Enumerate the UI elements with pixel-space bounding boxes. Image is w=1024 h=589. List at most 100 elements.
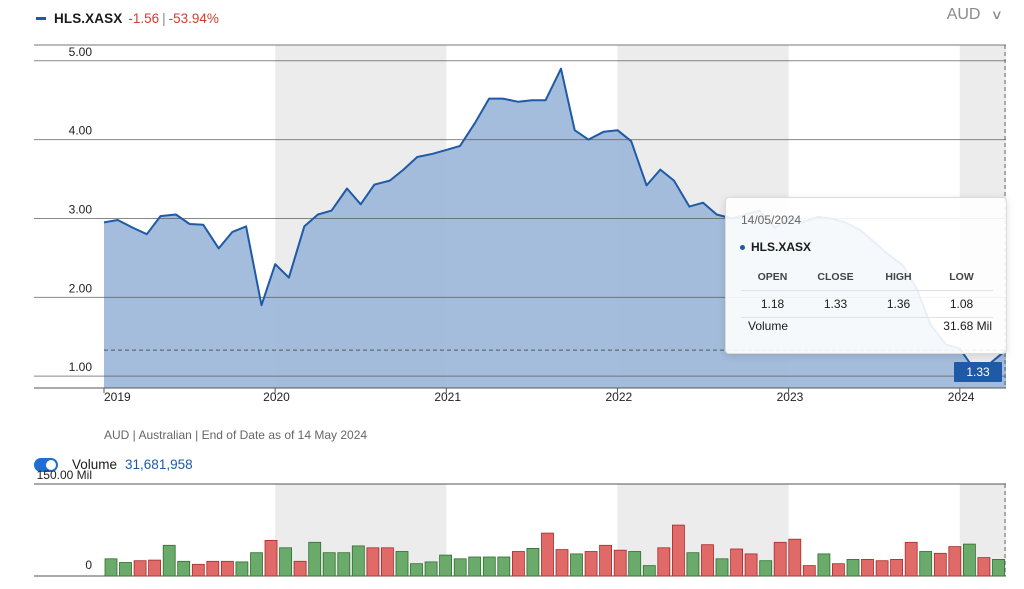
- y-tick-label: 2.00: [69, 281, 93, 295]
- volume-toggle-switch[interactable]: [34, 457, 58, 472]
- currency-selector[interactable]: AUD ∨: [946, 6, 1004, 24]
- volume-bar-down: [904, 541, 918, 577]
- low-value: 1.08: [949, 297, 974, 311]
- volume-bar-down: [832, 563, 845, 577]
- volume-bar-up: [686, 552, 700, 577]
- volume-bar-down: [541, 532, 554, 577]
- volume-bar-up: [177, 560, 191, 577]
- open-value: 1.18: [760, 297, 785, 311]
- y-tick-label: 4.00: [69, 124, 93, 138]
- tooltip-value-row: 1.18 1.33 1.36 1.08: [741, 291, 993, 318]
- volume-bar-up: [104, 558, 118, 577]
- data-tooltip: 14/05/2024 HLS.XASX OPEN CLOSE HIGH LOW …: [725, 197, 1007, 354]
- price-change: -1.56: [128, 10, 160, 26]
- volume-bar-up: [351, 545, 365, 577]
- volume-value: 31,681,958: [125, 457, 193, 472]
- volume-bar-up: [846, 559, 860, 577]
- volume-bar-up: [526, 548, 540, 577]
- volume-bar-down: [220, 560, 234, 577]
- y-tick-label: 5.00: [69, 45, 93, 59]
- volume-bar-up: [715, 558, 729, 577]
- volume-bar-up: [992, 559, 1005, 577]
- tooltip-volume-row: Volume 31.68 Mil: [748, 319, 992, 333]
- volume-bar-up: [439, 554, 453, 577]
- volume-year-band-2022: [617, 484, 789, 576]
- volume-bar-up: [410, 563, 423, 577]
- volume-bar-up: [468, 556, 482, 577]
- volume-bar-down: [599, 544, 612, 577]
- volume-bar-down: [802, 565, 816, 577]
- volume-bar-down: [933, 552, 947, 577]
- tooltip-ticker-label: HLS.XASX: [751, 240, 812, 254]
- open-header: OPEN: [757, 271, 788, 283]
- change-separator: |: [162, 10, 166, 26]
- volume-bar-up: [119, 562, 132, 577]
- high-value: 1.36: [886, 297, 911, 311]
- volume-bar-down: [744, 553, 758, 577]
- volume-bar-down: [191, 563, 205, 577]
- volume-bar-up: [628, 551, 642, 577]
- price-change-percent: -53.94%: [168, 10, 219, 26]
- volume-bar-down: [701, 544, 714, 577]
- close-value: 1.33: [823, 297, 848, 311]
- volume-bar-up: [424, 561, 438, 577]
- tooltip-volume-label: Volume: [748, 319, 789, 333]
- volume-bar-down: [977, 557, 991, 577]
- volume-bar-down: [366, 547, 380, 577]
- tooltip-volume-value: 31.68 Mil: [943, 319, 992, 333]
- x-tick-label: 2022: [605, 390, 632, 404]
- x-tick-label: 2019: [104, 390, 131, 404]
- volume-bar-down: [512, 551, 525, 577]
- volume-bar-down: [584, 551, 598, 577]
- volume-bar-down: [948, 546, 962, 577]
- ticker-symbol[interactable]: HLS.XASX: [54, 10, 123, 26]
- volume-bar-up: [279, 547, 293, 577]
- volume-label: Volume: [72, 457, 118, 472]
- toggle-knob: [46, 459, 56, 470]
- volume-bar-up: [759, 560, 773, 577]
- chevron-down-icon: ∨: [991, 7, 1004, 22]
- series-dot-icon: [740, 244, 745, 250]
- tooltip-header-row: OPEN CLOSE HIGH LOW: [741, 264, 993, 291]
- low-header: LOW: [949, 271, 974, 283]
- volume-bar-down: [293, 560, 307, 577]
- volume-bar-down: [206, 560, 220, 577]
- volume-bar-down: [730, 548, 743, 577]
- volume-bar-down: [773, 541, 787, 577]
- x-tick-label: 2023: [777, 390, 804, 404]
- volume-bar-up: [162, 544, 176, 577]
- x-tick-label: 2024: [948, 390, 975, 404]
- volume-bar-up: [497, 556, 511, 577]
- volume-bar-down: [672, 524, 685, 577]
- x-tick-label: 2020: [263, 390, 290, 404]
- volume-bar-up: [919, 551, 933, 577]
- volume-bar-down: [657, 547, 671, 577]
- volume-bar-down: [875, 560, 889, 577]
- volume-bar-up: [453, 558, 467, 577]
- volume-bar-down: [380, 547, 394, 577]
- close-header: CLOSE: [817, 271, 854, 283]
- volume-bar-up: [642, 565, 656, 577]
- volume-bar-up: [963, 543, 976, 577]
- chart-footnote: AUD | Australian | End of Date as of 14 …: [104, 428, 368, 442]
- volume-toggle-row: Volume 31,681,958: [34, 457, 193, 472]
- volume-bar-up: [570, 553, 583, 577]
- volume-bar-up: [482, 556, 496, 577]
- x-tick-label: 2021: [434, 390, 461, 404]
- volume-bar-up: [337, 552, 351, 577]
- y-tick-label: 3.00: [69, 202, 93, 216]
- volume-bar-down: [861, 559, 874, 577]
- volume-bar-up: [817, 553, 831, 577]
- chart-header: HLS.XASX -1.56 | -53.94%: [36, 8, 219, 28]
- high-header: HIGH: [885, 271, 912, 283]
- volume-bar-down: [613, 549, 627, 577]
- tooltip-ohlc-table: OPEN CLOSE HIGH LOW 1.18 1.33 1.36 1.08: [741, 264, 993, 318]
- volume-bar-down: [555, 549, 569, 577]
- volume-bar-down: [148, 559, 162, 577]
- volume-bar-up: [250, 552, 263, 577]
- currency-label: AUD: [946, 6, 981, 23]
- volume-bar-down: [788, 538, 802, 577]
- volume-bar-up: [322, 552, 336, 577]
- volume-bar-up: [235, 561, 249, 577]
- volume-year-band-2020: [275, 484, 447, 576]
